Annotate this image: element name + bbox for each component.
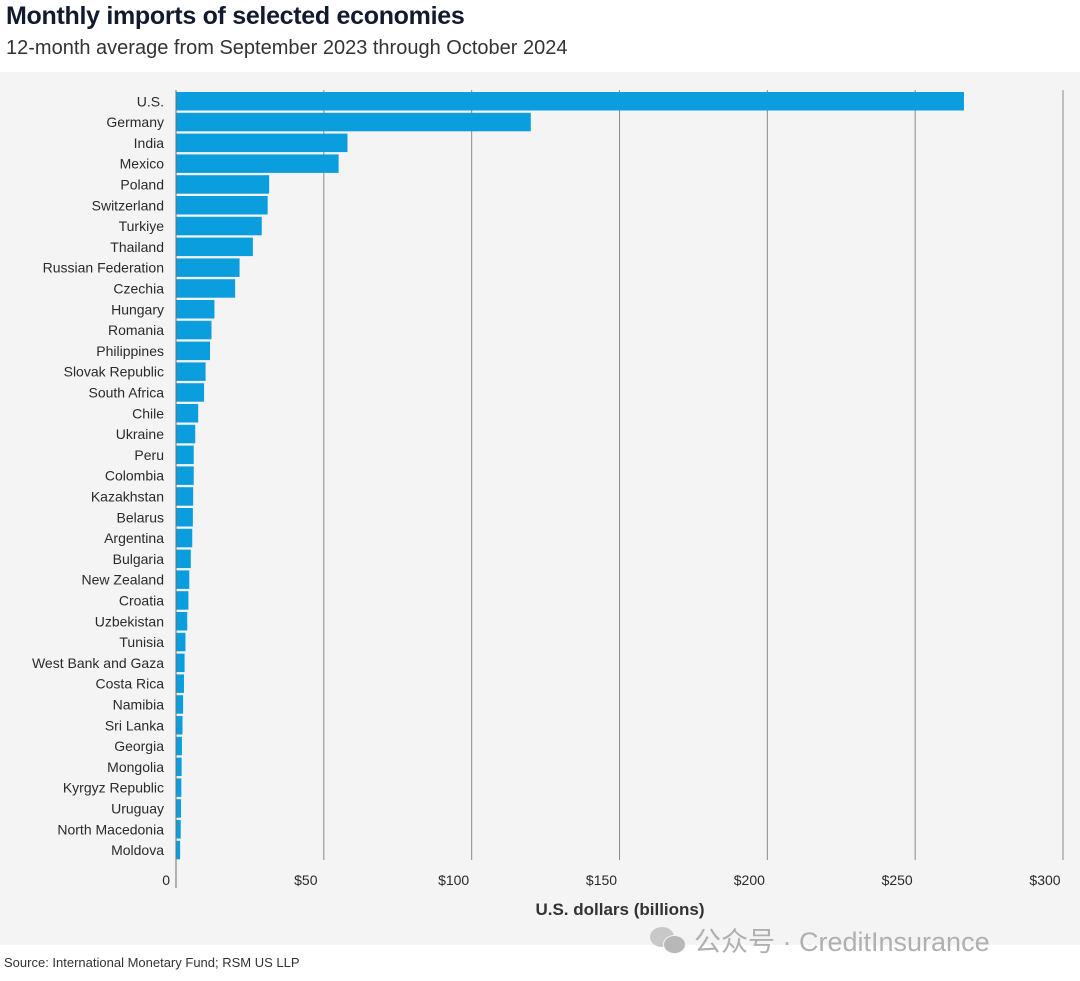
bar xyxy=(176,279,236,298)
bar xyxy=(176,154,339,173)
bar xyxy=(176,445,194,465)
bar xyxy=(176,591,189,610)
bar xyxy=(176,175,270,194)
category-label: Hungary xyxy=(111,301,164,317)
bar xyxy=(176,736,182,756)
category-label: Thailand xyxy=(110,239,164,255)
x-tick-label: $300 xyxy=(1029,872,1060,888)
category-label: Georgia xyxy=(114,738,164,754)
category-label: Costa Rica xyxy=(96,676,165,692)
category-label: Switzerland xyxy=(92,197,164,213)
category-label: Kyrgyz Republic xyxy=(63,780,164,796)
category-label: Kazakhstan xyxy=(91,488,164,504)
bar xyxy=(176,487,194,506)
bar xyxy=(176,778,182,797)
bar xyxy=(176,258,240,277)
bar xyxy=(176,466,194,485)
bar xyxy=(176,508,193,527)
bar xyxy=(176,716,183,735)
x-tick-label: 0 xyxy=(162,872,170,888)
x-tick-label: $200 xyxy=(734,872,765,888)
bar xyxy=(176,341,211,361)
bar xyxy=(176,133,348,153)
x-tick-label: $150 xyxy=(586,872,617,888)
category-label: Uzbekistan xyxy=(95,613,164,629)
category-label: India xyxy=(134,135,165,151)
x-tick-label: $250 xyxy=(882,872,913,888)
category-label: Uruguay xyxy=(111,800,164,816)
category-label: Bulgaria xyxy=(113,551,165,567)
category-label: Tunisia xyxy=(119,634,164,650)
bar xyxy=(176,570,190,589)
bar xyxy=(176,216,262,236)
category-label: Slovak Republic xyxy=(64,364,164,380)
bar xyxy=(176,840,181,860)
watermark-text: 公众号 · CreditInsurance xyxy=(694,927,990,957)
bar xyxy=(176,92,964,111)
bar xyxy=(176,820,181,839)
category-label: Peru xyxy=(134,447,164,463)
category-label: Philippines xyxy=(96,343,164,359)
wechat-icon xyxy=(650,925,686,955)
category-label: Sri Lanka xyxy=(105,717,164,733)
chart-subtitle: 12-month average from September 2023 thr… xyxy=(6,37,568,59)
bar xyxy=(176,612,188,631)
bar xyxy=(176,674,184,693)
category-label: Turkiye xyxy=(119,218,165,234)
category-label: Namibia xyxy=(113,696,165,712)
bar xyxy=(176,424,196,444)
category-label: Argentina xyxy=(104,530,164,546)
x-tick-label: $50 xyxy=(294,872,318,888)
category-label: Ukraine xyxy=(116,426,164,442)
bar xyxy=(176,528,193,548)
x-axis-title: U.S. dollars (billions) xyxy=(535,900,704,919)
category-label: Russian Federation xyxy=(43,260,164,276)
category-label: Poland xyxy=(120,176,164,192)
bar xyxy=(176,757,182,777)
category-label: Colombia xyxy=(105,468,164,484)
bar xyxy=(176,112,531,132)
category-label: U.S. xyxy=(137,93,164,109)
bar xyxy=(176,383,205,402)
source-note: Source: International Monetary Fund; RSM… xyxy=(4,955,300,970)
category-label: Mongolia xyxy=(107,759,164,775)
x-tick-label: $100 xyxy=(438,872,469,888)
bar xyxy=(176,196,268,215)
category-label: Croatia xyxy=(119,592,164,608)
category-label: Belarus xyxy=(117,509,164,525)
category-label: South Africa xyxy=(89,384,165,400)
bar xyxy=(176,300,215,319)
category-label: North Macedonia xyxy=(57,821,164,837)
bar xyxy=(176,320,212,340)
watermark: 公众号 · CreditInsurance xyxy=(650,920,990,959)
bar xyxy=(176,362,206,381)
bar xyxy=(176,695,184,714)
bar xyxy=(176,404,199,423)
category-label: West Bank and Gaza xyxy=(32,655,164,671)
category-label: Germany xyxy=(106,114,164,130)
category-label: Mexico xyxy=(120,156,165,172)
category-label: Czechia xyxy=(113,280,164,296)
bar xyxy=(176,653,185,673)
category-label: Moldova xyxy=(111,842,164,858)
category-label: Chile xyxy=(132,405,164,421)
category-label: Romania xyxy=(108,322,164,338)
bar xyxy=(176,549,191,569)
bar xyxy=(176,632,186,652)
bar xyxy=(176,799,182,818)
chart-title: Monthly imports of selected economies xyxy=(6,2,465,30)
category-label: New Zealand xyxy=(82,572,165,588)
bar xyxy=(176,237,253,257)
